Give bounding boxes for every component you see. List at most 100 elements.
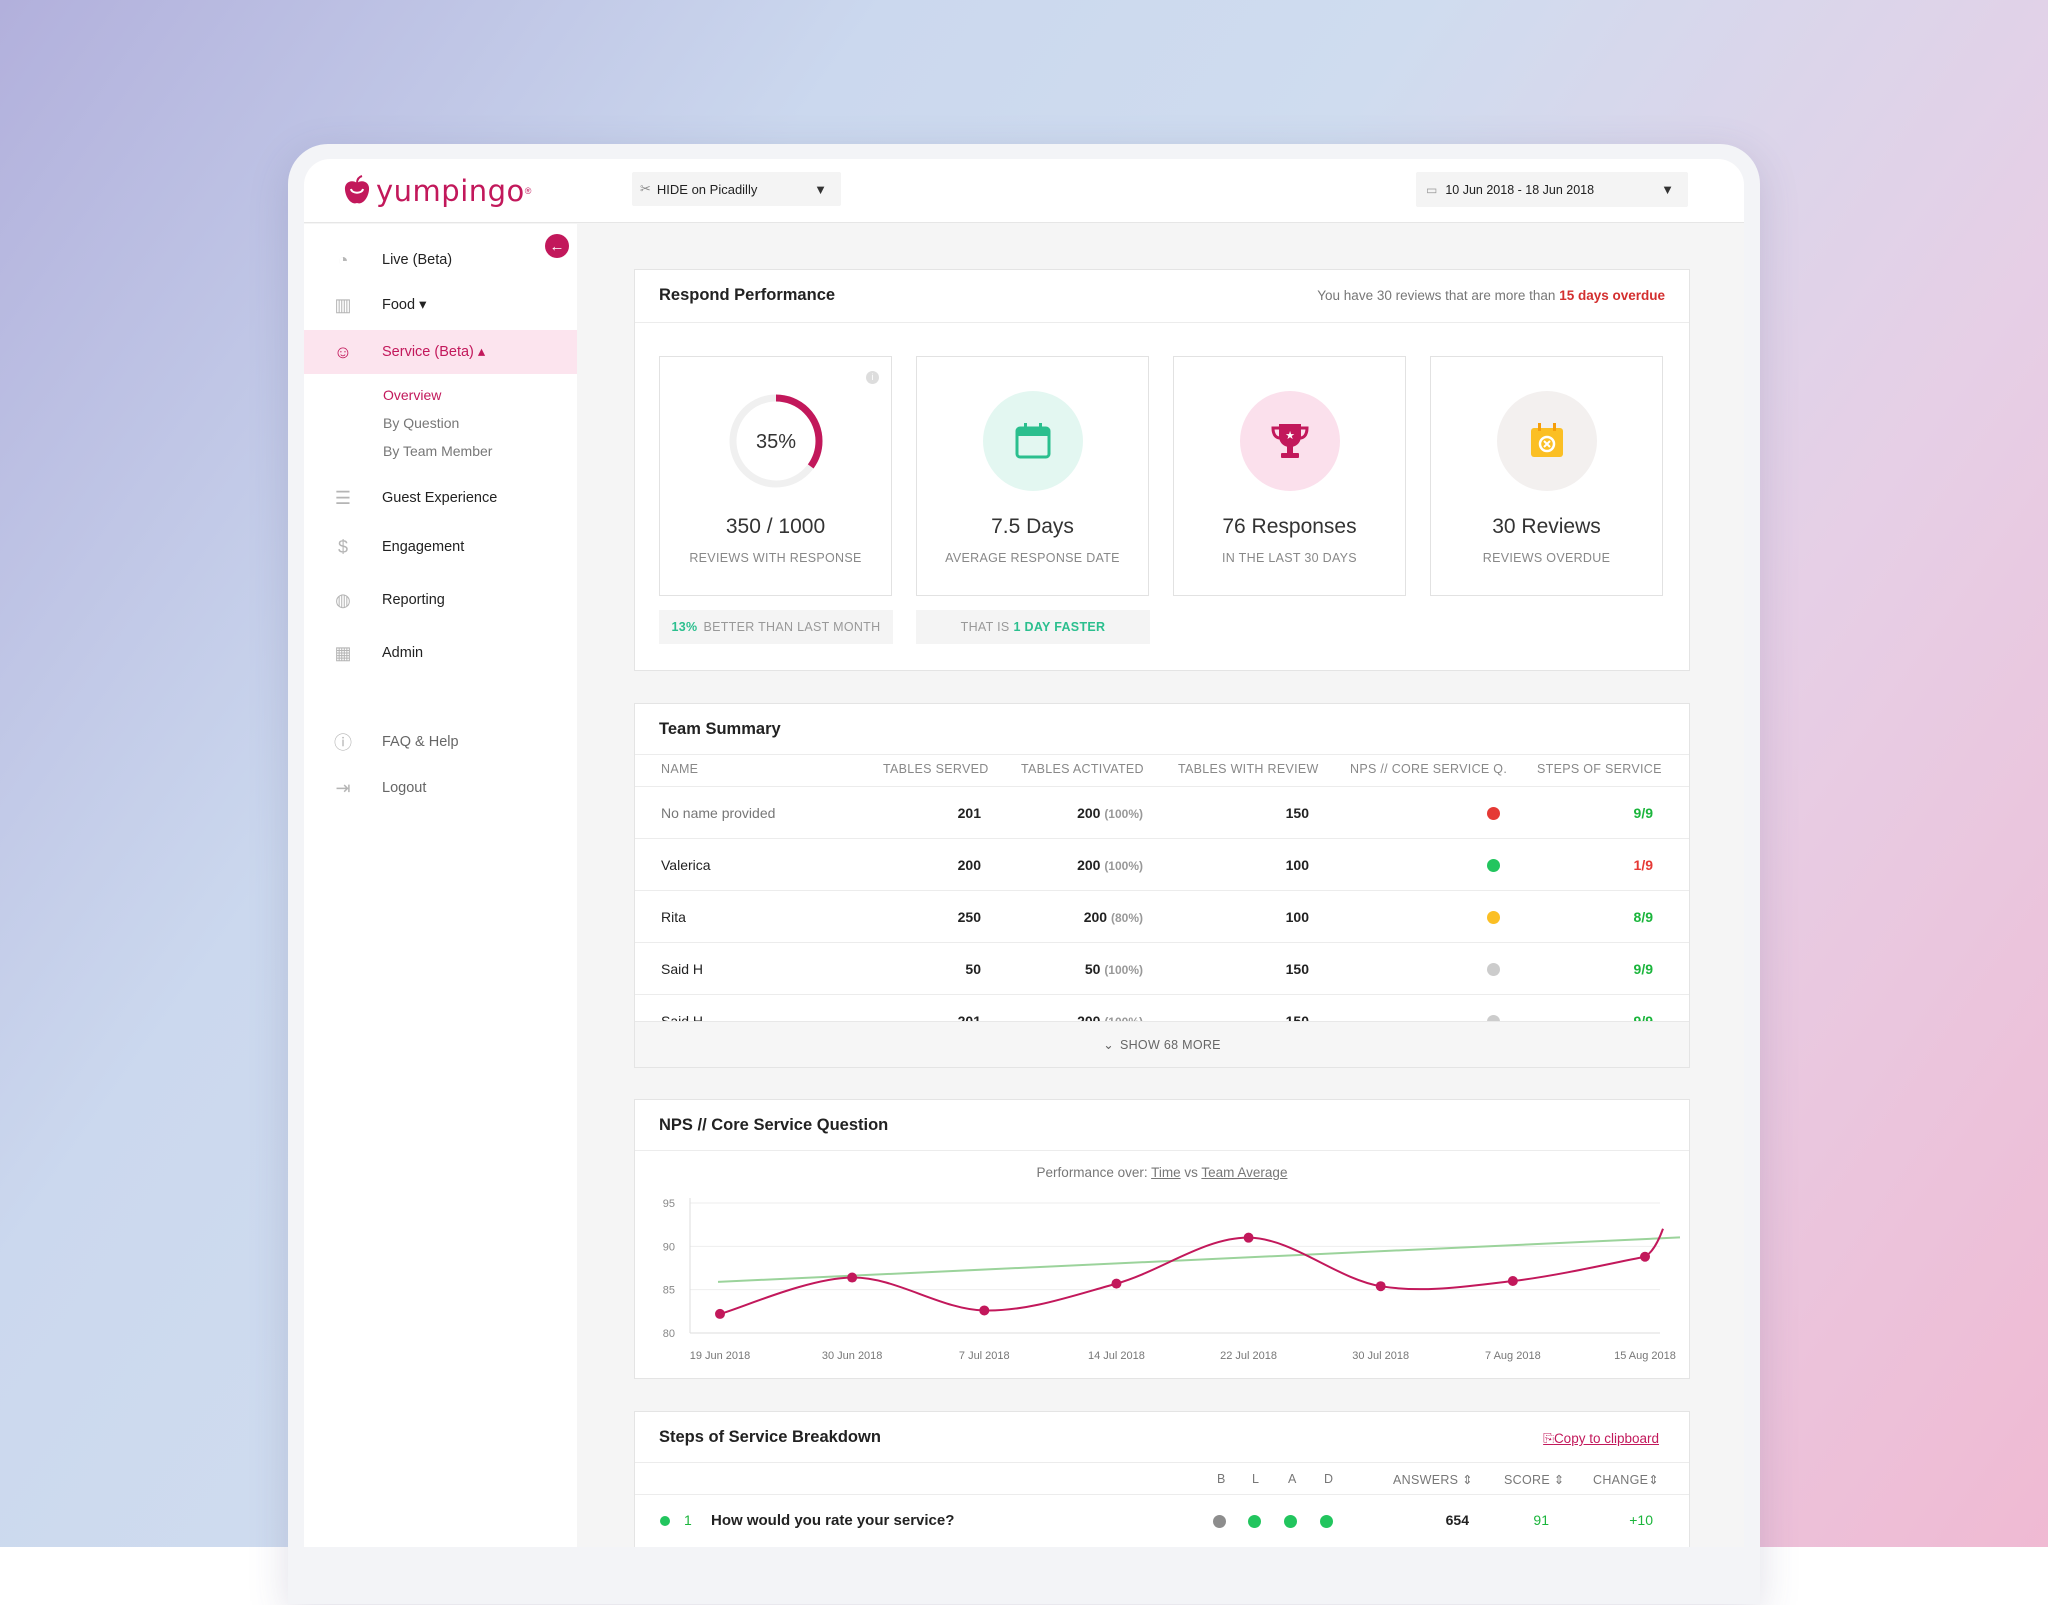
table-row[interactable]: Valerica 200 200 (100%) 100 1/9 (635, 838, 1689, 890)
nps-data-point (1507, 1276, 1518, 1286)
caret-down-icon: ▼ (1661, 182, 1674, 197)
sidebar-item-logout[interactable]: ⇥ Logout (304, 766, 577, 810)
icon-circle (983, 391, 1083, 491)
x-tick-label: 19 Jun 2018 (690, 1350, 751, 1362)
progress-percent: 35% (756, 431, 796, 453)
cell-tables-with-review: 150 (1285, 805, 1309, 821)
column-header-tables-with-review[interactable]: TABLES WITH REVIEW (1178, 762, 1319, 776)
coin-icon: $ (337, 536, 348, 557)
perf-team-link[interactable]: Team Average (1201, 1165, 1288, 1180)
nps-status-dot (1487, 963, 1500, 976)
column-header-name[interactable]: NAME (661, 762, 699, 776)
kpi-value: 350 / 1000 (725, 515, 826, 538)
sidebar-item-live[interactable]: ◔ Live (Beta) (304, 238, 577, 282)
team-summary-card: Team Summary NAME TABLES SERVED TABLES A… (634, 703, 1690, 1068)
cell-activated-pct: (100%) (1104, 807, 1143, 821)
x-tick-label: 30 Jul 2018 (1352, 1350, 1409, 1362)
cell-tables-activated: 200 (100%) (1077, 805, 1143, 821)
date-range-select[interactable]: ▭ 10 Jun 2018 - 18 Jun 2018 ▼ (1416, 172, 1688, 207)
calendar-grid-icon: ▦ (334, 642, 352, 663)
sidebar-item-engagement[interactable]: $ Engagement (304, 525, 577, 569)
column-header-score[interactable]: SCORE ⇕ (1504, 1473, 1565, 1487)
show-more-button[interactable]: ⌄ SHOW 68 MORE (635, 1021, 1689, 1067)
cell-activated-count: 200 (1077, 857, 1101, 873)
progress-donut-chart: 35% (729, 394, 823, 488)
venue-select[interactable]: ✂ HIDE on Picadilly ▼ (632, 172, 841, 206)
nps-status-dot (1487, 807, 1500, 820)
column-header-a: A (1288, 1472, 1297, 1486)
cell-steps-of-service: 9/9 (1633, 805, 1653, 821)
card-title: Team Summary (659, 720, 781, 738)
sidebar-item-admin[interactable]: ▦ Admin (304, 631, 577, 675)
subnav-by-question[interactable]: By Question (383, 415, 460, 431)
cell-activated-pct: (100%) (1104, 859, 1143, 873)
column-header-steps[interactable]: STEPS OF SERVICE (1537, 762, 1662, 776)
cell-name: No name provided (661, 805, 776, 821)
sidebar-item-guest-experience[interactable]: ☰ Guest Experience (304, 476, 577, 520)
trophy-icon: ★ (1271, 424, 1309, 458)
footnote-text: THAT IS (960, 620, 1010, 634)
sidebar-item-label: Food ▾ (382, 297, 427, 313)
x-tick-label: 30 Jun 2018 (822, 1350, 883, 1362)
date-range-value: 10 Jun 2018 - 18 Jun 2018 (1445, 182, 1595, 197)
kpi-value: 30 Reviews (1492, 515, 1601, 538)
footnote-highlight: 13% (671, 620, 698, 634)
info-icon[interactable]: i (866, 371, 879, 384)
perf-time-link[interactable]: Time (1151, 1165, 1181, 1180)
kpi-label: REVIEWS WITH RESPONSE (689, 551, 862, 565)
column-header-tables-activated[interactable]: TABLES ACTIVATED (1021, 762, 1144, 776)
subnav-overview[interactable]: Overview (383, 387, 442, 403)
books-icon: ▥ (334, 294, 352, 315)
nps-status-dot (1487, 859, 1500, 872)
column-header-change[interactable]: CHANGE⇕ (1593, 1473, 1660, 1487)
table-row[interactable]: Rita 250 200 (80%) 100 8/9 (635, 890, 1689, 942)
svg-text:★: ★ (1285, 430, 1295, 442)
column-header-nps[interactable]: NPS // CORE SERVICE Q. (1350, 762, 1508, 776)
kpi-card-responses: i 35% 350 / 1000 REVIEWS WITH RESPONSE (659, 356, 892, 596)
copy-to-clipboard-link[interactable]: ⎘Copy to clipboard (1543, 1431, 1659, 1447)
apple-logo-icon (344, 175, 370, 204)
column-header-answers[interactable]: ANSWERS ⇕ (1393, 1473, 1473, 1487)
kpi-footnote-improvement: 13% BETTER THAN LAST MONTH (659, 610, 893, 644)
cell-tables-served: 200 (957, 857, 981, 873)
change-value: +10 (1629, 1512, 1653, 1528)
y-tick-label: 85 (663, 1285, 675, 1297)
column-header-d: D (1324, 1472, 1334, 1486)
x-tick-label: 14 Jul 2018 (1088, 1350, 1145, 1362)
kpi-label: IN THE LAST 30 DAYS (1222, 551, 1357, 565)
copy-label: Copy to clipboard (1553, 1431, 1659, 1446)
status-dot (660, 1516, 670, 1526)
overdue-notice: You have 30 reviews that are more than 1… (1317, 288, 1665, 303)
row-index: 1 (684, 1512, 692, 1528)
icon-circle: ★ (1240, 391, 1340, 491)
d-dot (1320, 1515, 1333, 1528)
sidebar-item-food[interactable]: ▥ Food ▾ (304, 283, 577, 327)
sidebar-item-service[interactable]: ☺ Service (Beta) ▴ (304, 330, 577, 374)
sidebar-item-faq[interactable]: ⓘ FAQ & Help (304, 720, 577, 764)
breakdown-row[interactable]: 1 How would you rate your service? 654 9… (635, 1494, 1689, 1547)
collapse-sidebar-button[interactable]: ← (545, 234, 569, 258)
cell-tables-activated: 200 (80%) (1084, 909, 1143, 925)
cell-tables-with-review: 100 (1285, 909, 1309, 925)
calendar-icon (1015, 423, 1051, 459)
sidebar-item-label: Logout (382, 780, 427, 796)
subnav-by-team-member[interactable]: By Team Member (383, 443, 493, 459)
sidebar-item-label: Live (Beta) (382, 252, 453, 268)
cutlery-icon: ✂ (640, 181, 651, 196)
sidebar-item-label: Guest Experience (382, 490, 498, 506)
column-header-tables-served[interactable]: TABLES SERVED (883, 762, 989, 776)
logo[interactable]: yumpingo ® (342, 167, 531, 215)
divider (635, 1150, 1689, 1151)
gauge-icon: ◔ (337, 249, 349, 270)
sidebar-item-label: Engagement (382, 539, 465, 555)
l-dot (1248, 1515, 1261, 1528)
calendar-small-icon: ▭ (1426, 182, 1438, 197)
cell-tables-served: 250 (957, 909, 981, 925)
people-icon: ☺ (333, 341, 353, 362)
table-row[interactable]: Said H 50 50 (100%) 150 9/9 (635, 942, 1689, 994)
nps-data-point (847, 1272, 858, 1283)
sidebar-item-reporting[interactable]: ◍ Reporting (304, 578, 577, 622)
table-row[interactable]: No name provided 201 200 (100%) 150 9/9 (635, 786, 1689, 838)
x-tick-label: 15 Aug 2018 (1614, 1350, 1676, 1362)
kpi-label: AVERAGE RESPONSE DATE (945, 551, 1120, 565)
